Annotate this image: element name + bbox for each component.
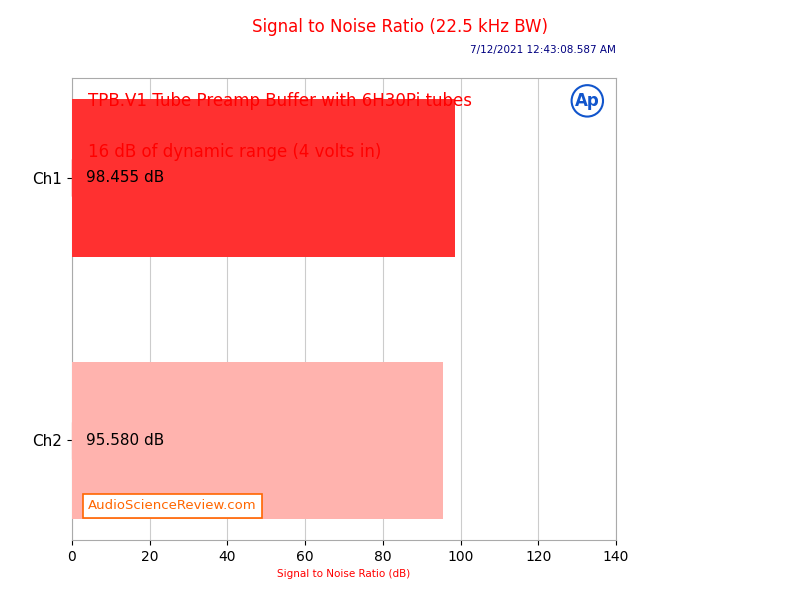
Text: AudioScienceReview.com: AudioScienceReview.com (88, 499, 257, 512)
Text: Signal to Noise Ratio (22.5 kHz BW): Signal to Noise Ratio (22.5 kHz BW) (252, 18, 548, 36)
X-axis label: Signal to Noise Ratio (dB): Signal to Noise Ratio (dB) (278, 569, 410, 579)
FancyBboxPatch shape (72, 160, 79, 196)
Text: Ap: Ap (575, 92, 600, 110)
Text: 16 dB of dynamic range (4 volts in): 16 dB of dynamic range (4 volts in) (88, 143, 382, 161)
FancyBboxPatch shape (72, 422, 79, 458)
Text: 7/12/2021 12:43:08.587 AM: 7/12/2021 12:43:08.587 AM (470, 45, 616, 55)
Bar (72, 361, 443, 519)
Text: 98.455 dB: 98.455 dB (86, 170, 164, 185)
Bar (72, 99, 454, 257)
Text: 95.580 dB: 95.580 dB (86, 433, 164, 448)
Text: TPB.V1 Tube Preamp Buffer with 6H30Pi tubes: TPB.V1 Tube Preamp Buffer with 6H30Pi tu… (88, 92, 472, 110)
